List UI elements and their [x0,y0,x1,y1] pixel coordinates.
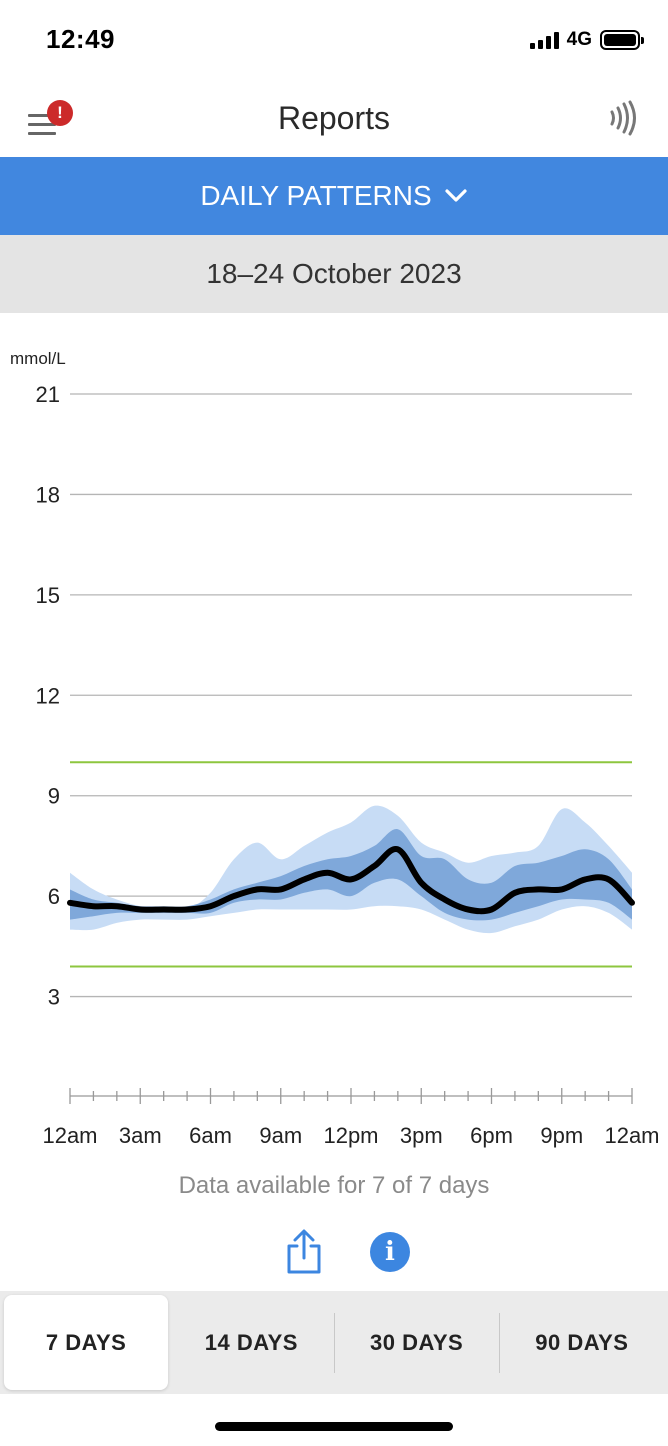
info-icon: i [385,1237,395,1267]
chevron-down-icon [445,189,467,202]
status-time: 12:49 [46,24,115,54]
x-tick-label: 9pm [540,1123,583,1148]
scan-button[interactable] [604,98,644,138]
tab-label: 90 DAYS [535,1329,629,1355]
y-tick-label: 9 [48,784,60,809]
report-type-selector[interactable]: DAILY PATTERNS [0,157,668,235]
tab-7-days[interactable]: 7 DAYS [4,1295,169,1390]
tab-divider [333,1312,335,1373]
date-range: 18–24 October 2023 [206,258,462,289]
hamburger-menu-icon [28,114,56,136]
status-indicators: 4G [529,28,644,52]
date-range-bar: 18–24 October 2023 [0,235,668,313]
data-availability-note: Data available for 7 of 7 days [178,1172,490,1199]
median-line [67,846,635,915]
battery-icon [600,30,644,50]
tab-30-days[interactable]: 30 DAYS [335,1295,499,1390]
y-tick-label: 21 [36,382,60,407]
tab-divider [498,1312,500,1373]
y-tick-label: 3 [48,985,60,1010]
period-selector: 7 DAYS 14 DAYS 30 DAYS 90 DAYS [0,1291,668,1394]
percentile-band-inner [70,829,632,921]
nfc-scan-icon [610,100,636,136]
x-tick-label: 9am [259,1123,302,1148]
info-button[interactable]: i [370,1232,410,1272]
cellular-signal-icon [529,31,559,49]
y-tick-label: 15 [36,583,60,608]
y-tick-label: 18 [36,482,60,507]
x-tick-label: 6am [189,1123,232,1148]
x-tick-label: 12am [42,1123,97,1148]
report-type-label: DAILY PATTERNS [200,180,432,211]
y-axis-unit-label: mmol/L [10,349,66,368]
menu-button[interactable]: ! [20,98,80,148]
y-tick-label: 6 [48,884,60,909]
daily-patterns-chart: mmol/L 21 18 15 12 9 6 3 12am 3am 6am 9am 12pm 3pm 6… [0,313,668,1173]
tab-label: 14 DAYS [204,1329,298,1355]
nav-bar: ! Reports [0,80,668,157]
network-type: 4G [566,29,592,50]
home-indicator [215,1422,453,1431]
x-tick-label: 12am [604,1123,659,1148]
y-tick-label: 12 [36,683,60,708]
share-icon [287,1229,321,1274]
x-tick-label: 12pm [323,1123,378,1148]
tab-label: 30 DAYS [370,1329,464,1355]
x-tick-label: 3pm [400,1123,443,1148]
alert-badge: ! [47,100,73,126]
share-button[interactable] [284,1228,324,1276]
status-bar: 12:49 4G [0,0,668,80]
tab-90-days[interactable]: 90 DAYS [500,1295,664,1390]
x-tick-label: 3am [119,1123,162,1148]
x-tick-label: 6pm [470,1123,513,1148]
tab-14-days[interactable]: 14 DAYS [169,1295,333,1390]
tab-label: 7 DAYS [45,1329,127,1355]
page-title: Reports [277,100,391,136]
chart-svg: mmol/L 21 18 15 12 9 6 3 12am 3am 6am 9am 12pm 3pm 6… [10,349,660,1148]
